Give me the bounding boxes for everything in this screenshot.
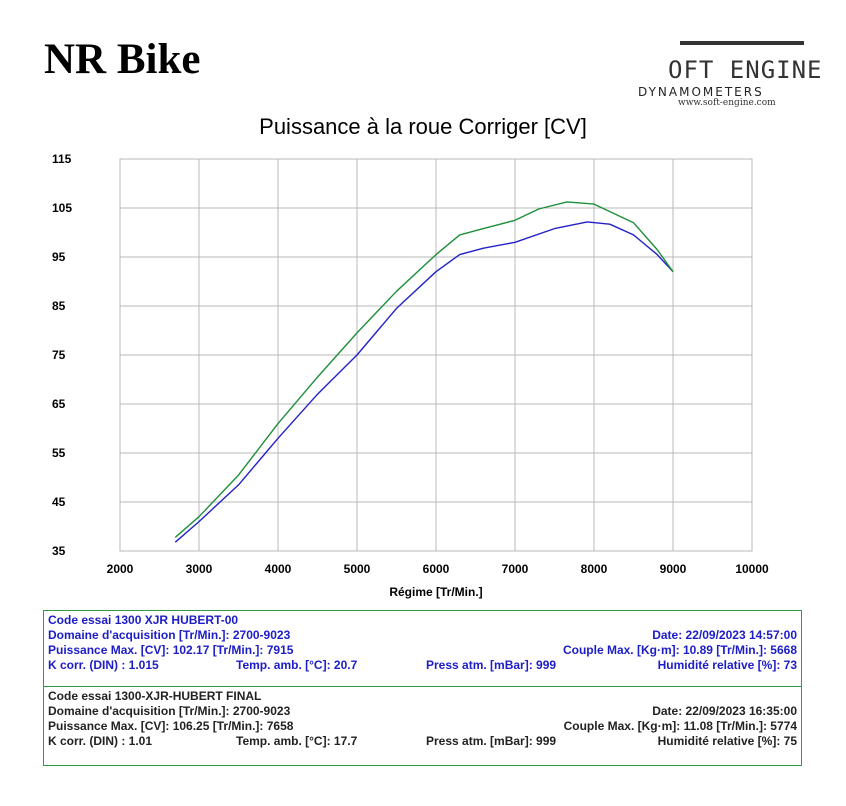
relative-humidity: Humidité relative [%]: 75 [657,734,797,748]
x-tick-label: 6000 [423,562,450,576]
y-tick-label: 45 [52,495,66,509]
test-date: Date: 22/09/2023 14:57:00 [652,628,797,642]
series-line-1 [174,221,674,543]
x-tick-label: 2000 [107,562,134,576]
atmospheric-pressure: Press atm. [mBar]: 999 [426,658,557,672]
x-axis-label: Régime [Tr/Min.] [389,585,482,599]
acquisition-range: Domaine d'acquisition [Tr/Min.]: 2700-90… [48,628,291,642]
test-code: Code essai 1300-XJR-HUBERT FINAL [48,689,262,703]
logo-bar [680,41,804,45]
y-tick-label: 55 [52,446,66,460]
relative-humidity: Humidité relative [%]: 73 [657,658,797,672]
test-info-panel-1: Code essai 1300 XJR HUBERT-00 Domaine d'… [43,610,802,688]
max-power: Puissance Max. [CV]: 102.17 [Tr/Min.]: 7… [48,643,294,657]
x-tick-label: 10000 [735,562,769,576]
y-tick-label: 65 [52,397,66,411]
y-tick-label: 35 [52,544,66,558]
series-line-2 [174,201,674,538]
page-title: NR Bike [44,36,201,83]
x-tick-label: 5000 [344,562,371,576]
test-code: Code essai 1300 XJR HUBERT-00 [48,613,239,627]
max-power: Puissance Max. [CV]: 106.25 [Tr/Min.]: 7… [48,719,294,733]
max-torque: Couple Max. [Kg·m]: 11.08 [Tr/Min.]: 577… [563,719,797,733]
acquisition-range: Domaine d'acquisition [Tr/Min.]: 2700-90… [48,704,291,718]
ambient-temperature: Temp. amb. [°C]: 20.7 [236,658,358,672]
logo-url: www.soft-engine.com [678,98,776,108]
power-chart: 2000 3000 4000 5000 6000 7000 8000 9000 10000 35 4… [52,152,769,599]
test-info-panel-2: Code essai 1300-XJR-HUBERT FINAL Domaine… [43,686,802,766]
chart-title: Puissance à la roue Corriger [CV] [259,114,587,139]
y-tick-label: 75 [52,348,66,362]
y-tick-label: 115 [52,152,72,166]
test-date: Date: 22/09/2023 16:35:00 [652,704,797,718]
atmospheric-pressure: Press atm. [mBar]: 999 [426,734,557,748]
brand-logo: OFT ENGINE DYNAMOMETERS www.soft-engine.… [632,38,822,110]
correction-factor: K corr. (DIN) : 1.01 [48,734,153,748]
logo-name: OFT ENGINE [668,56,823,84]
y-tick-label: 95 [52,250,66,264]
correction-factor: K corr. (DIN) : 1.015 [48,658,159,672]
logo-subtitle: DYNAMOMETERS [638,85,764,99]
x-tick-label: 4000 [265,562,292,576]
x-tick-label: 8000 [581,562,608,576]
ambient-temperature: Temp. amb. [°C]: 17.7 [236,734,358,748]
y-tick-label: 85 [52,299,66,313]
x-tick-label: 7000 [502,562,529,576]
x-tick-label: 9000 [660,562,687,576]
max-torque: Couple Max. [Kg·m]: 10.89 [Tr/Min.]: 566… [562,643,797,657]
y-tick-label: 105 [52,201,72,215]
x-tick-label: 3000 [186,562,213,576]
